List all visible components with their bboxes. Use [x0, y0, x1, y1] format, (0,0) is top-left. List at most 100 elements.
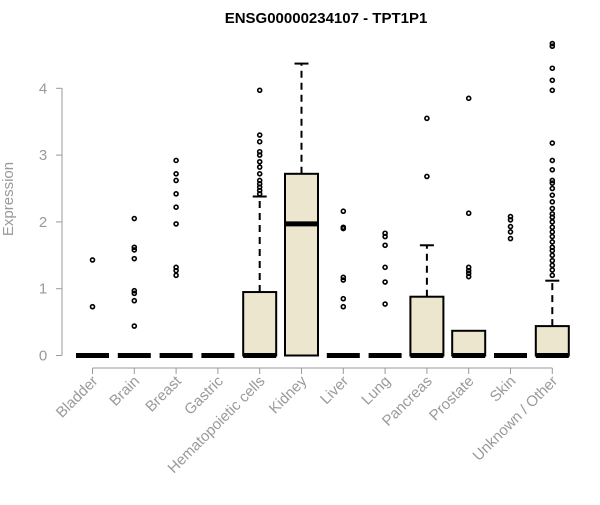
box-4: [242, 87, 278, 358]
outlier-point: [549, 87, 556, 94]
x-tick-label: Kidney: [266, 372, 311, 417]
outlier-point: [256, 148, 263, 155]
outlier-point: [549, 211, 556, 217]
outlier-point: [465, 210, 472, 217]
outlier-point: [256, 164, 263, 170]
outlier-point: [549, 77, 556, 84]
outlier-point: [507, 235, 514, 242]
outlier-point: [549, 219, 556, 225]
outlier-point: [465, 270, 472, 277]
outlier-point: [507, 223, 514, 230]
outlier-point: [89, 303, 96, 310]
outlier-point: [340, 295, 347, 302]
outlier-point: [173, 204, 179, 211]
x-tick-label: Skin: [487, 373, 520, 406]
iqr-box: [534, 325, 570, 357]
y-tick-label: 2: [39, 214, 47, 231]
outlier-point: [549, 192, 556, 198]
boxes-group: [76, 40, 570, 358]
x-tick-label: Brain: [106, 373, 143, 410]
box-0: [76, 257, 109, 358]
outlier-point: [549, 157, 556, 164]
iqr-box: [284, 172, 319, 357]
outlier-point: [340, 277, 347, 283]
iqr-box: [409, 295, 445, 357]
outlier-point: [256, 132, 263, 138]
outlier-point: [131, 297, 138, 304]
outlier-point: [549, 262, 556, 269]
outlier-point: [465, 264, 472, 271]
outlier-point: [131, 255, 138, 262]
outlier-point: [173, 264, 179, 271]
outlier-point: [424, 173, 430, 180]
outlier-point: [549, 257, 556, 264]
outlier-point: [382, 242, 388, 249]
outlier-point: [131, 323, 138, 329]
outlier-point: [549, 177, 556, 184]
outlier-point: [549, 43, 556, 50]
outlier-point: [340, 224, 347, 231]
box-10: [494, 213, 527, 358]
outlier-point: [89, 257, 96, 263]
outlier-point: [131, 244, 138, 251]
outlier-point: [173, 272, 179, 279]
outlier-point: [131, 290, 138, 297]
outlier-point: [131, 215, 138, 222]
outlier-point: [256, 158, 263, 165]
outlier-point: [173, 177, 179, 184]
outlier-point: [549, 252, 556, 259]
outlier-point: [549, 205, 556, 212]
outlier-point: [382, 279, 388, 285]
outlier-point: [549, 140, 556, 146]
outlier-point: [382, 301, 388, 307]
outlier-point: [549, 244, 556, 251]
chart-title: ENSG00000234107 - TPT1P1: [225, 10, 428, 27]
x-tick-label: Prostate: [426, 373, 478, 425]
outlier-point: [256, 138, 263, 145]
box-9: [451, 95, 487, 358]
outlier-point: [465, 95, 472, 102]
outlier-point: [173, 171, 179, 177]
x-tick-label: Bladder: [53, 373, 102, 422]
iqr-box: [451, 329, 487, 357]
y-tick-label: 1: [39, 281, 47, 298]
outlier-point: [340, 303, 347, 310]
box-11: [534, 40, 570, 358]
y-axis-label: Expression: [0, 162, 17, 236]
iqr-box: [242, 291, 278, 357]
outlier-point: [173, 157, 179, 164]
outlier-point: [256, 171, 263, 177]
outlier-point: [507, 229, 514, 235]
box-8: [409, 115, 445, 358]
box-5: [284, 62, 319, 357]
outlier-point: [549, 65, 556, 72]
x-tick-label: Lung: [358, 373, 394, 409]
y-tick-label: 0: [39, 348, 47, 365]
outlier-point: [173, 221, 179, 227]
outlier-point: [382, 230, 388, 237]
outlier-point: [340, 274, 347, 281]
box-1: [117, 215, 151, 358]
outlier-point: [549, 185, 556, 192]
outlier-point: [549, 267, 556, 273]
outlier-point: [256, 177, 263, 184]
outlier-point: [549, 233, 556, 240]
outlier-point: [549, 224, 556, 231]
outlier-point: [549, 239, 556, 245]
y-tick-label: 3: [39, 147, 47, 164]
y-tick-label: 4: [39, 80, 47, 97]
outlier-point: [549, 166, 556, 173]
outlier-point: [131, 287, 138, 294]
outlier-point: [424, 115, 430, 122]
outlier-point: [549, 272, 556, 279]
outlier-point: [340, 208, 347, 215]
box-2: [159, 157, 193, 358]
outlier-point: [549, 199, 556, 205]
x-tick-label: Liver: [317, 373, 352, 408]
box-7: [368, 230, 402, 358]
x-tick-label: Breast: [142, 372, 185, 415]
outlier-point: [549, 229, 556, 235]
